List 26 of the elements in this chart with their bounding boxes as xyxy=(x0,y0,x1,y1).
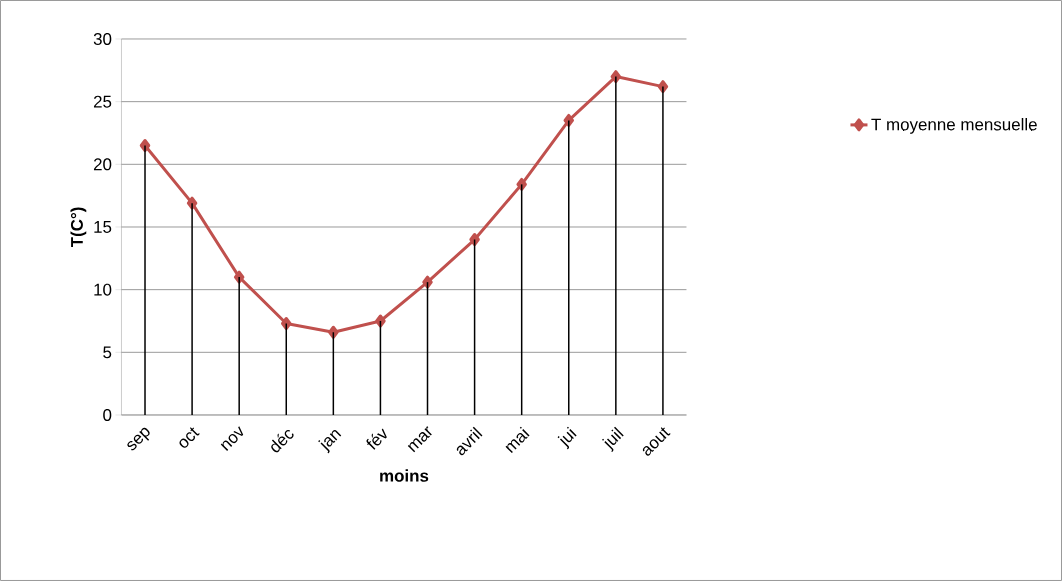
y-tick-label: 10 xyxy=(94,283,112,296)
x-tick-label: mar xyxy=(407,426,432,453)
point xyxy=(375,314,386,328)
y-tick-label: 5 xyxy=(103,346,112,359)
x-tick-label: mai xyxy=(505,426,530,454)
x-tick-label: déc xyxy=(271,429,294,453)
x-tick-label: nov xyxy=(220,426,244,451)
x-tick-label: avril xyxy=(456,426,483,456)
y-tick-label: 30 xyxy=(93,32,112,45)
point xyxy=(516,177,527,191)
x-tick-label: juil xyxy=(602,426,624,452)
point xyxy=(281,316,292,330)
point xyxy=(469,233,480,247)
x-tick-label: sep xyxy=(127,427,150,451)
y-tick-label: 15 xyxy=(94,221,112,233)
y-tick-label: 20 xyxy=(93,158,112,171)
y-tick-label: 25 xyxy=(93,95,112,108)
point xyxy=(328,325,339,339)
x-axis-title: moins xyxy=(380,469,429,482)
y-tick-label: 0 xyxy=(103,408,112,421)
y-axis-title: T(C°) xyxy=(70,207,87,248)
x-tick-label: jan xyxy=(318,429,342,454)
x-tick-label: oct xyxy=(179,427,200,448)
legend-label: T moyenne mensuelle xyxy=(871,118,1037,134)
x-tick-label: fév xyxy=(366,428,387,450)
x-tick-label: jui xyxy=(557,426,577,450)
